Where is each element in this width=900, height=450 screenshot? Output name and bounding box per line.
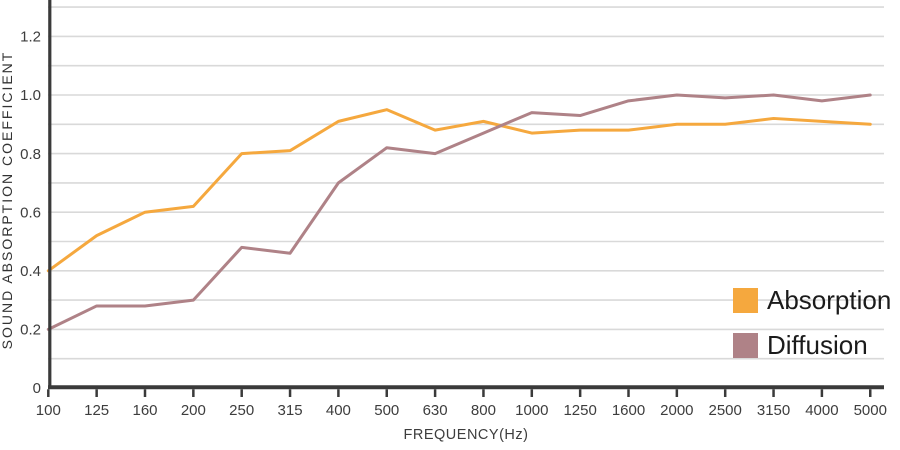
x-tick-label: 315 (278, 402, 303, 419)
y-tick-label: 0 (33, 380, 41, 397)
legend-item-diffusion: Diffusion (733, 332, 891, 358)
y-tick-label: 1.2 (20, 29, 41, 46)
x-tick-label: 125 (84, 402, 109, 419)
legend-label-diffusion: Diffusion (767, 330, 868, 360)
diffusion-line (46, 93, 872, 331)
x-tick-label: 250 (229, 402, 254, 419)
x-tick-label: 2000 (660, 402, 693, 419)
x-tick-label: 200 (181, 402, 206, 419)
x-tick-label: 2500 (709, 402, 742, 419)
y-tick-label: 0.6 (20, 204, 41, 221)
y-axis-title: SOUND ABSORPTION COEFFICIENT (0, 50, 15, 350)
x-tick-label: 400 (326, 402, 351, 419)
x-tick-label: 1000 (515, 402, 548, 419)
x-tick-label: 5000 (854, 402, 887, 419)
x-tick-label: 160 (132, 402, 157, 419)
x-tick-label: 500 (374, 402, 399, 419)
legend-label-absorption: Absorption (767, 285, 892, 315)
y-tick-label: 0.8 (20, 146, 41, 163)
legend: Absorption Diffusion (733, 287, 891, 377)
legend-item-absorption: Absorption (733, 287, 891, 313)
absorption-line (46, 108, 872, 273)
x-tick-label: 1600 (612, 402, 645, 419)
absorption-swatch-icon (733, 287, 758, 313)
x-axis-title: FREQUENCY(Hz) (403, 427, 529, 443)
x-tick-label: 3150 (757, 402, 790, 419)
x-tick-label: 630 (423, 402, 448, 419)
y-tick-label: 0.4 (20, 263, 41, 280)
diffusion-swatch-icon (733, 332, 758, 358)
x-tick-label: 1250 (563, 402, 596, 419)
x-tick-label: 100 (36, 402, 61, 419)
x-tick-label: 4000 (805, 402, 838, 419)
y-tick-label: 1.0 (20, 87, 41, 104)
y-tick-label: 0.2 (20, 322, 41, 339)
x-tick-label: 800 (471, 402, 496, 419)
